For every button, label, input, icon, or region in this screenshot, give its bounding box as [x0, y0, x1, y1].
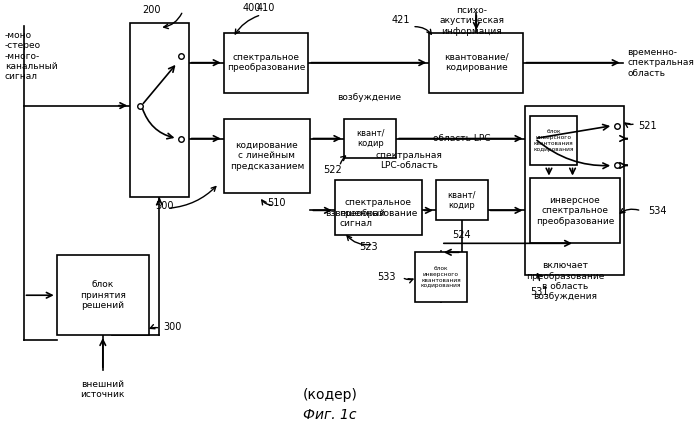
Bar [415, 252, 467, 302]
Text: психо-
акустическая
информация: психо- акустическая информация [439, 6, 504, 36]
Text: 534: 534 [648, 206, 666, 216]
Text: 523: 523 [360, 242, 378, 252]
Text: взвешенный
сигнал: взвешенный сигнал [326, 208, 386, 228]
Text: блок
инверсного
квантования
кодирования: блок инверсного квантования кодирования [421, 266, 461, 288]
Bar [57, 255, 149, 335]
Bar [335, 181, 421, 236]
Text: 533: 533 [378, 272, 396, 282]
Text: блок
инверсного
квантования
кодирования: блок инверсного квантования кодирования [533, 129, 574, 152]
Text: кодирование
с линейным
предсказанием: кодирование с линейным предсказанием [230, 141, 304, 171]
Text: (кодер): (кодер) [302, 388, 358, 402]
Text: квантование/
кодирование: квантование/ кодирование [444, 53, 509, 73]
Text: блок
принятия
решений: блок принятия решений [80, 280, 126, 310]
Text: спектральное
преобразование: спектральное преобразование [339, 198, 417, 218]
Text: 421: 421 [391, 15, 410, 25]
Text: -моно
-стерео
-много-
канальный
сигнал: -моно -стерео -много- канальный сигнал [5, 31, 57, 82]
Bar [429, 33, 524, 93]
Bar [526, 106, 624, 275]
Text: внешний
источник: внешний источник [80, 380, 125, 399]
Text: 410: 410 [257, 3, 275, 13]
Text: 510: 510 [267, 198, 286, 208]
Text: 521: 521 [638, 121, 657, 130]
Bar [530, 115, 578, 166]
Text: область LPC: область LPC [433, 134, 491, 143]
Bar [130, 23, 188, 197]
Text: спектральное
преобразование: спектральное преобразование [227, 53, 305, 73]
Text: включает
преобразование
в область
возбуждения: включает преобразование в область возбуж… [526, 261, 605, 302]
Bar [223, 118, 310, 193]
Text: квант/
кодир: квант/ кодир [356, 129, 384, 148]
Text: спектральная
LPC-область: спектральная LPC-область [376, 151, 443, 170]
Text: временно-
спектральная
область: временно- спектральная область [627, 48, 694, 78]
Text: 524: 524 [452, 230, 471, 240]
Bar [530, 178, 620, 243]
Text: 531: 531 [530, 287, 549, 297]
Text: Фиг. 1с: Фиг. 1с [303, 408, 357, 422]
Text: 500: 500 [155, 201, 174, 211]
Text: 200: 200 [143, 5, 161, 15]
Text: 522: 522 [323, 166, 342, 175]
Text: 400: 400 [243, 3, 261, 13]
Bar [436, 181, 488, 221]
Bar [344, 118, 396, 158]
Bar [223, 33, 309, 93]
Text: инверсное
спектральное
преобразование: инверсное спектральное преобразование [536, 196, 614, 226]
Text: возбуждение: возбуждение [337, 93, 401, 102]
Text: 300: 300 [163, 322, 181, 332]
Text: квант/
кодир: квант/ кодир [447, 191, 476, 210]
